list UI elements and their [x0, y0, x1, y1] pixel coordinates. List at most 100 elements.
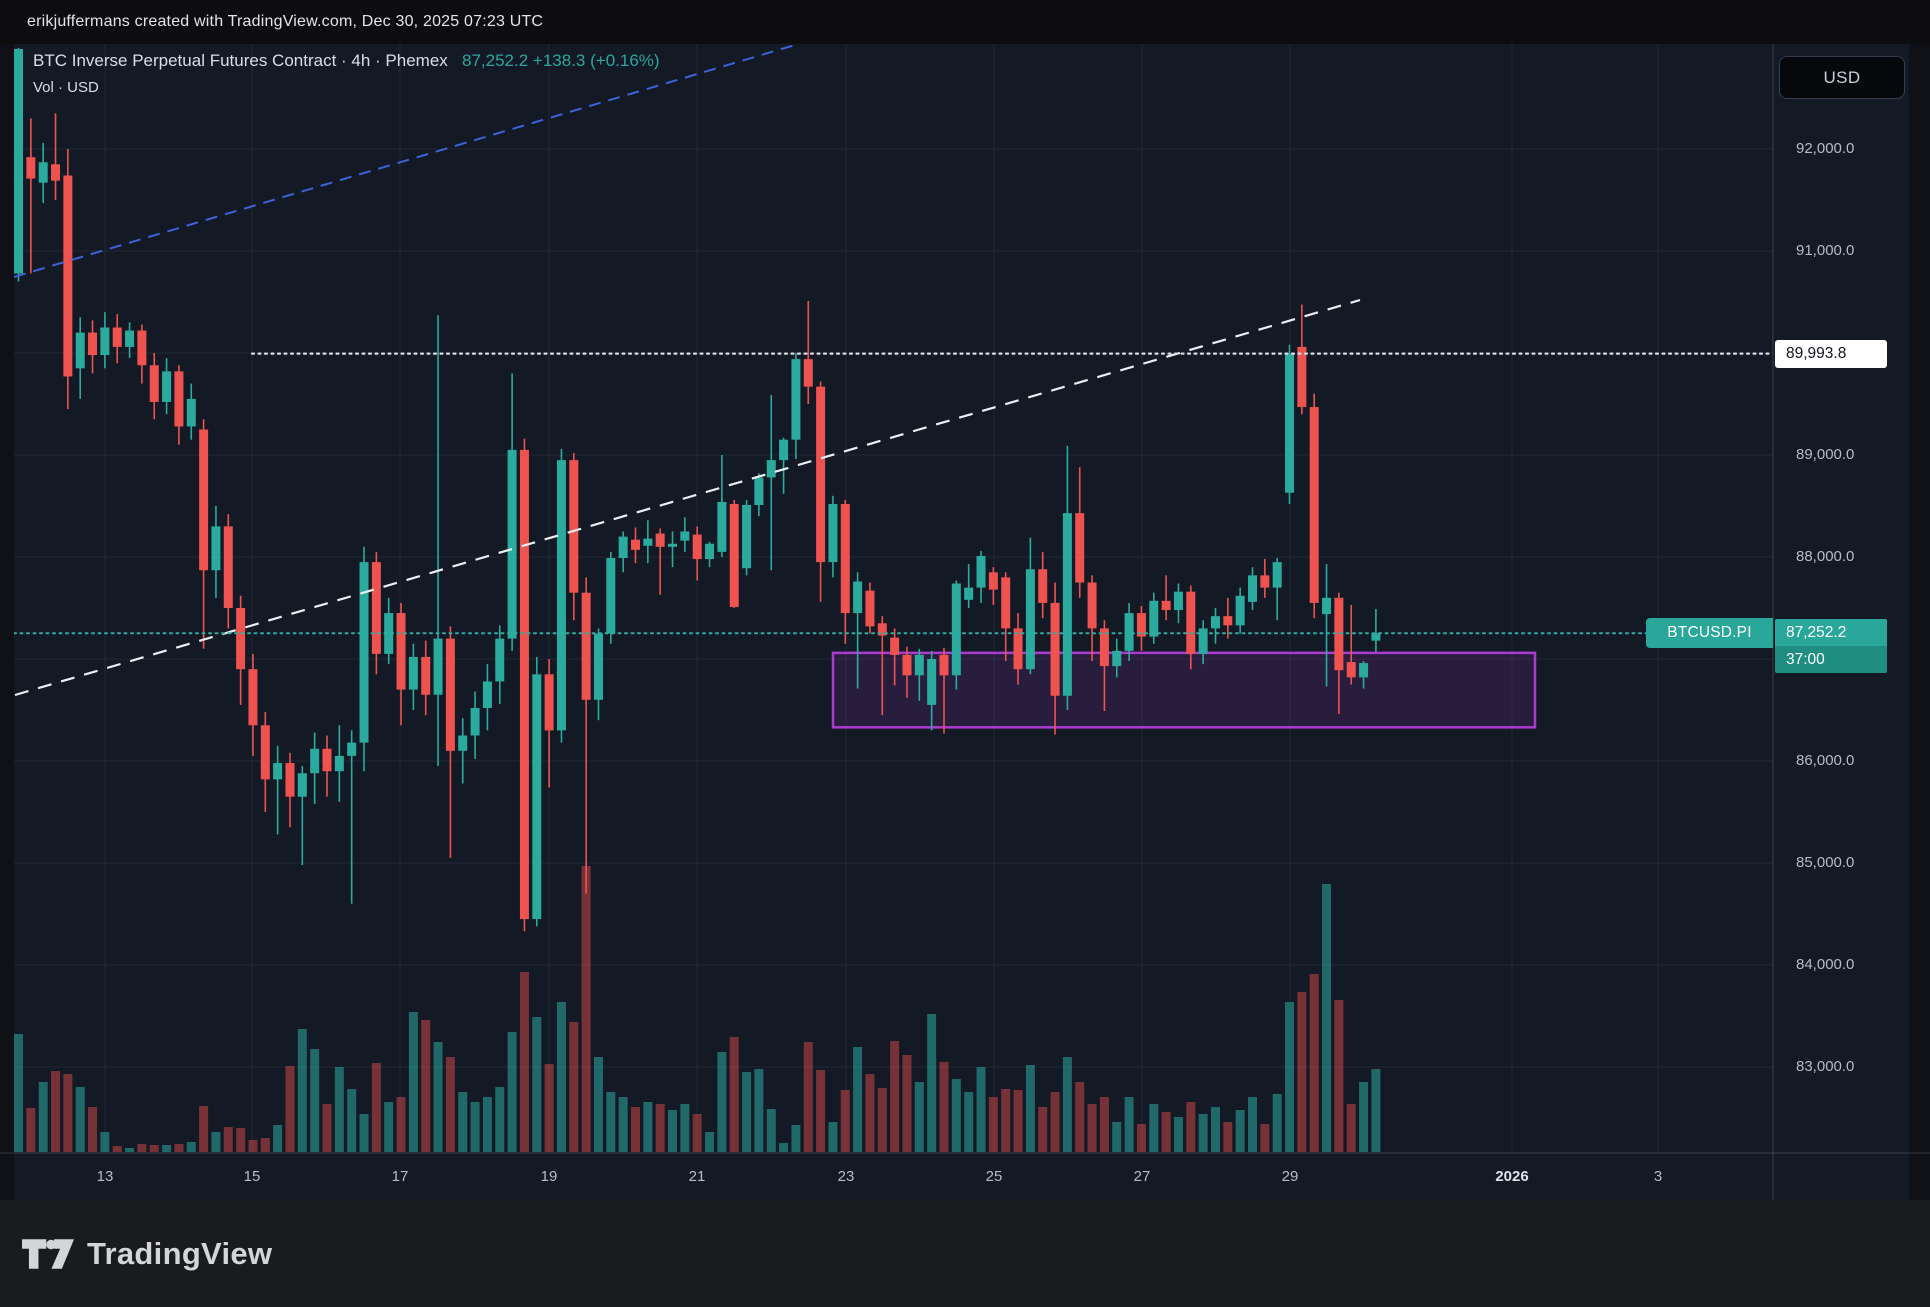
volume-bar	[162, 1145, 172, 1152]
symbol-price-line-tag[interactable]: BTCUSD.PI	[1646, 618, 1773, 649]
candle-body	[581, 592, 591, 700]
candle-body	[260, 725, 270, 780]
candle-body	[556, 460, 566, 731]
volume-bar	[1038, 1107, 1048, 1152]
candle-body	[273, 763, 283, 780]
volume-bar	[569, 1022, 579, 1152]
currency-toggle-button[interactable]: USD	[1779, 56, 1905, 99]
price-tick-label: 88,000.0	[1796, 548, 1855, 565]
candle-body	[470, 707, 480, 736]
volume-bar	[927, 1014, 937, 1152]
volume-bar	[260, 1138, 270, 1152]
candle-body	[38, 162, 48, 183]
candle-body	[914, 654, 924, 676]
tradingview-logo[interactable]: TradingView	[22, 1236, 272, 1272]
candle-body	[964, 587, 974, 600]
left-gutter	[0, 44, 14, 1200]
volume-bar	[1124, 1097, 1134, 1152]
volume-bar	[606, 1092, 616, 1152]
candle-body	[1248, 575, 1257, 602]
time-tick-label: 3	[1653, 1168, 1663, 1185]
candle-body	[803, 359, 813, 387]
candle-body	[236, 608, 246, 670]
candle-body	[137, 330, 147, 366]
volume-bar	[1223, 1122, 1233, 1152]
volume-bar	[482, 1097, 492, 1152]
volume-bar	[877, 1088, 887, 1152]
candle-body	[1112, 650, 1122, 667]
candle-body	[1013, 628, 1023, 670]
time-axis[interactable]: 13 15 17 19 21 23 25 27 29 2026 3	[0, 1153, 1930, 1200]
candle-body	[51, 164, 61, 181]
candle-body	[384, 613, 394, 654]
candlestick-series[interactable]	[14, 48, 1381, 932]
candle-body	[322, 748, 332, 772]
volume-bar	[88, 1107, 98, 1152]
volume-bar	[1062, 1057, 1072, 1152]
volume-bar	[273, 1125, 283, 1152]
symbol-title[interactable]: BTC Inverse Perpetual Futures Contract ·…	[33, 51, 448, 70]
price-marker-current: 87,252.2 37:00	[1775, 619, 1887, 674]
price-tick-label: 83,000.0	[1796, 1058, 1855, 1075]
candle-body	[939, 654, 949, 676]
symbol-title-row[interactable]: BTC Inverse Perpetual Futures Contract ·…	[33, 52, 660, 69]
volume-bar	[137, 1144, 147, 1152]
time-tick-label: 23	[837, 1168, 855, 1185]
volume-bar	[347, 1089, 357, 1152]
supply-demand-box[interactable]	[831, 651, 1537, 729]
candle-body	[692, 534, 702, 560]
volume-bar	[186, 1142, 196, 1152]
volume-bar	[544, 1064, 554, 1152]
candle-body	[297, 773, 307, 797]
candle-body	[779, 439, 789, 461]
candle-body	[14, 49, 23, 274]
right-gutter	[1909, 44, 1930, 1200]
currency-toggle-label: USD	[1823, 67, 1861, 87]
candle-body	[877, 623, 887, 636]
volume-bar	[149, 1145, 159, 1152]
price-change: +138.3	[532, 51, 586, 70]
volume-bar	[63, 1074, 73, 1152]
candle-body	[125, 330, 135, 347]
drawings[interactable]	[14, 44, 1773, 697]
candle-body	[1001, 577, 1011, 629]
candle-body	[729, 503, 739, 607]
price-change-percent: (+0.16%)	[590, 51, 660, 70]
time-tick-label: 27	[1133, 1168, 1151, 1185]
volume-bar	[951, 1079, 961, 1152]
price-tick-label: 89,000.0	[1796, 446, 1855, 463]
volume-bar	[816, 1070, 826, 1152]
candle-body	[100, 327, 110, 356]
price-tick-label: 86,000.0	[1796, 752, 1855, 769]
volume-bar	[705, 1132, 715, 1152]
candle-body	[902, 654, 912, 676]
candle-body	[211, 526, 221, 571]
volume-bar	[1248, 1097, 1257, 1152]
volume-series[interactable]	[14, 866, 1381, 1152]
candle-body	[1322, 597, 1332, 615]
volume-bar	[421, 1020, 431, 1152]
candle-countdown: 37:00	[1775, 646, 1887, 674]
volume-bar	[1297, 992, 1307, 1152]
volume-bar	[766, 1109, 776, 1152]
time-tick-label: 13	[96, 1168, 114, 1185]
candle-body	[174, 371, 184, 427]
price-axis[interactable]: 89,993.8 87,252.2 37:00 92,000.0 91,000.0…	[1773, 44, 1909, 1200]
candle-body	[988, 572, 998, 590]
volume-bar	[236, 1128, 246, 1152]
volume-indicator-label[interactable]: Vol · USD	[33, 79, 99, 96]
candle-body	[593, 633, 603, 700]
candle-body	[951, 583, 961, 676]
footer-bar: TradingView	[0, 1200, 1930, 1307]
candle-body	[1297, 346, 1307, 408]
volume-bar	[334, 1067, 344, 1152]
attribution-text: erikjuffermans created with TradingView.…	[27, 13, 544, 30]
volume-bar	[1149, 1104, 1159, 1152]
candle-body	[618, 536, 628, 559]
candle-body	[458, 735, 468, 751]
candle-body	[1038, 569, 1048, 603]
candle-body	[88, 332, 98, 356]
candle-body	[643, 538, 653, 546]
